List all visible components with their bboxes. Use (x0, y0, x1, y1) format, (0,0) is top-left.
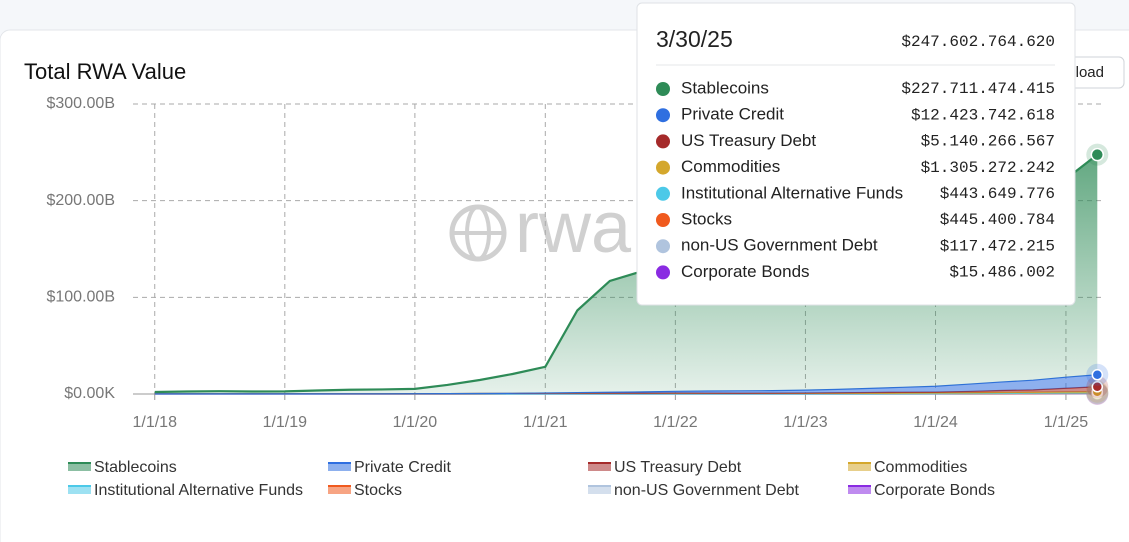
chart-title: Total RWA Value (24, 59, 186, 84)
tooltip-series: Stocks (681, 209, 732, 228)
tooltip-series: Commodities (681, 157, 780, 176)
legend-swatch (848, 486, 871, 494)
tooltip-dot (656, 265, 670, 280)
tooltip-value: $1.305.272.242 (921, 159, 1055, 177)
tooltip-series: Private Credit (681, 105, 784, 124)
legend-label[interactable]: Stocks (354, 482, 402, 499)
y-tick-label: $300.00B (46, 95, 115, 112)
tooltip-dot (656, 82, 670, 96)
y-tick-label: $0.00K (64, 385, 115, 402)
plot: rwa $0.00K $100.00B $200.00B $300.00B 1/1/18 1… (46, 95, 1109, 431)
x-tick-label: 1/1/22 (653, 414, 698, 431)
tooltip-value: $443.649.776 (940, 185, 1055, 203)
legend-label[interactable]: US Treasury Debt (614, 459, 742, 476)
tooltip-series: Stablecoins (681, 78, 769, 97)
y-tick-label: $100.00B (46, 289, 115, 306)
tooltip-dot (656, 160, 670, 175)
tooltip-value: $12.423.742.618 (911, 106, 1055, 124)
hover-point (1091, 381, 1104, 393)
area (154, 154, 1098, 394)
x-tick-label: 1/1/19 (263, 414, 308, 431)
tooltip-value: $117.472.215 (940, 237, 1055, 255)
legend: Stablecoins Private Credit US Treasury Deb… (68, 459, 995, 499)
tooltip-series: US Treasury Debt (681, 131, 816, 150)
tooltip-dot (656, 108, 670, 123)
tooltip-value: $227.711.474.415 (901, 80, 1055, 98)
legend-label[interactable]: Corporate Bonds (874, 482, 995, 499)
tooltip-series: non-US Government Debt (681, 236, 878, 255)
tooltip-dot (656, 186, 670, 201)
x-tick-label: 1/1/20 (393, 414, 438, 431)
tooltip-series: Corporate Bonds (681, 262, 810, 281)
x-tick-label: 1/1/18 (132, 414, 177, 431)
tooltip: 3/30/25 $247.602.764.620 Stablecoins $227… (636, 2, 1076, 306)
legend-label[interactable]: Stablecoins (94, 459, 177, 476)
legend-label[interactable]: Institutional Alternative Funds (94, 482, 303, 499)
tooltip-dot (656, 239, 670, 254)
legend-swatch (588, 486, 611, 494)
tooltip-value: $15.486.002 (949, 264, 1055, 282)
hover-point (1091, 369, 1104, 381)
tooltip-dot (656, 213, 670, 227)
x-tick-label: 1/1/23 (783, 414, 828, 431)
legend-label[interactable]: Private Credit (354, 459, 451, 476)
legend-swatch (68, 463, 91, 471)
y-tick-label: $200.00B (46, 192, 115, 209)
x-tick-label: 1/1/25 (1044, 414, 1089, 431)
watermark: rwa (515, 188, 632, 268)
tooltip-series: Institutional Alternative Funds (681, 183, 903, 202)
tooltip-date: 3/30/25 (656, 26, 733, 52)
tooltip-total: $247.602.764.620 (901, 33, 1055, 51)
legend-swatch (68, 486, 91, 494)
tooltip-value: $445.400.784 (940, 211, 1055, 229)
legend-label[interactable]: Commodities (874, 459, 967, 476)
tooltip-value: $5.140.266.567 (921, 133, 1055, 151)
legend-swatch (848, 463, 871, 471)
legend-label[interactable]: non-US Government Debt (614, 482, 800, 499)
x-tick-label: 1/1/21 (523, 414, 568, 431)
hover-point (1090, 147, 1105, 162)
legend-swatch (588, 463, 611, 471)
legend-swatch (328, 486, 351, 494)
tooltip-dot (656, 134, 670, 149)
legend-swatch (328, 463, 351, 471)
tooltip-box (636, 2, 1076, 306)
x-tick-label: 1/1/24 (913, 414, 958, 431)
